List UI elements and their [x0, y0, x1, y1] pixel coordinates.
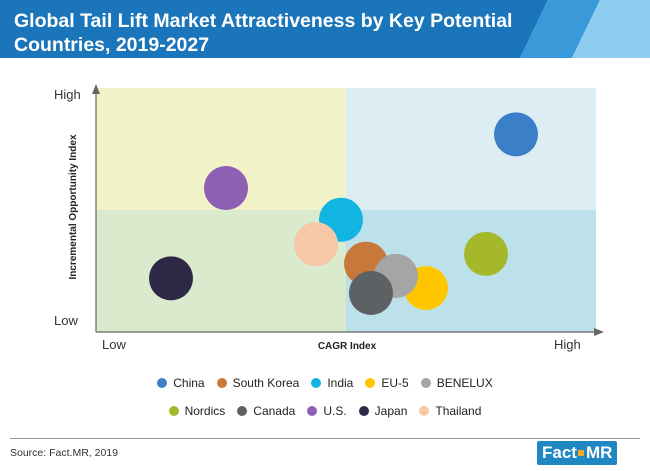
legend-item-u-s: U.S. [307, 404, 347, 418]
legend-swatch [311, 378, 322, 388]
legend-swatch [307, 406, 318, 416]
header-banner [0, 0, 650, 58]
legend-label: EU-5 [381, 376, 409, 390]
legend-label: Thailand [435, 404, 482, 418]
x-tick-low: Low [102, 337, 126, 352]
legend-item-japan: Japan [358, 404, 408, 418]
legend-label: South Korea [232, 376, 300, 390]
legend-label: Japan [374, 404, 408, 418]
bubble-u-s [204, 166, 248, 211]
legend-swatch [358, 406, 369, 416]
legend-swatch [419, 406, 430, 416]
chart-title: Global Tail Lift Market Attractiveness b… [14, 10, 513, 56]
legend-label: BENELUX [436, 376, 493, 390]
footer-divider [10, 438, 640, 439]
legend-label: India [327, 376, 354, 390]
axes [92, 84, 604, 336]
header-band-light [572, 0, 650, 58]
legend-item-india: India [311, 376, 353, 390]
bubble-japan [149, 256, 193, 301]
legend-row-1: China South Korea India EU-5 BENELUX [0, 376, 650, 390]
legend-swatch [237, 406, 248, 416]
legend-item-benelux: BENELUX [420, 376, 493, 390]
y-axis-arrow [92, 84, 100, 94]
legend-label: China [173, 376, 205, 390]
bubble-nordics [464, 231, 508, 276]
legend-swatch [216, 378, 227, 388]
bubble-canada [349, 270, 393, 315]
factmr-logo: Fact MR [537, 441, 618, 465]
y-axis-label: Incremental Opportunity Index [68, 134, 79, 279]
quadrant-top-right [346, 88, 596, 210]
legend-item-thailand: Thailand [419, 404, 481, 418]
bubbles [149, 112, 538, 315]
source-note: Source: Fact.MR, 2019 [10, 447, 118, 459]
legend-label: Nordics [184, 404, 226, 418]
legend-item-china: China [157, 376, 205, 390]
legend-swatch [157, 378, 168, 388]
header-band-mid [520, 0, 600, 58]
y-tick-low: Low [54, 313, 78, 328]
bubble-china [494, 112, 538, 157]
legend-item-south-korea: South Korea [216, 376, 300, 390]
legend-row-2: Nordics Canada U.S. Japan Thailand [0, 404, 650, 418]
legend-label: U.S. [323, 404, 347, 418]
legend-swatch [365, 378, 376, 388]
x-tick-high: High [554, 337, 581, 352]
bubble-thailand [294, 222, 338, 267]
legend-swatch [168, 406, 179, 416]
y-tick-high: High [54, 87, 81, 102]
legend-item-nordics: Nordics [168, 404, 226, 418]
header-band-dark [0, 0, 548, 58]
legend-item-canada: Canada [237, 404, 295, 418]
x-axis-label: CAGR Index [318, 341, 377, 352]
x-axis-arrow [594, 328, 604, 336]
legend-item-eu-5: EU-5 [365, 376, 409, 390]
legend-swatch [420, 378, 431, 388]
legend-label: Canada [253, 404, 296, 418]
